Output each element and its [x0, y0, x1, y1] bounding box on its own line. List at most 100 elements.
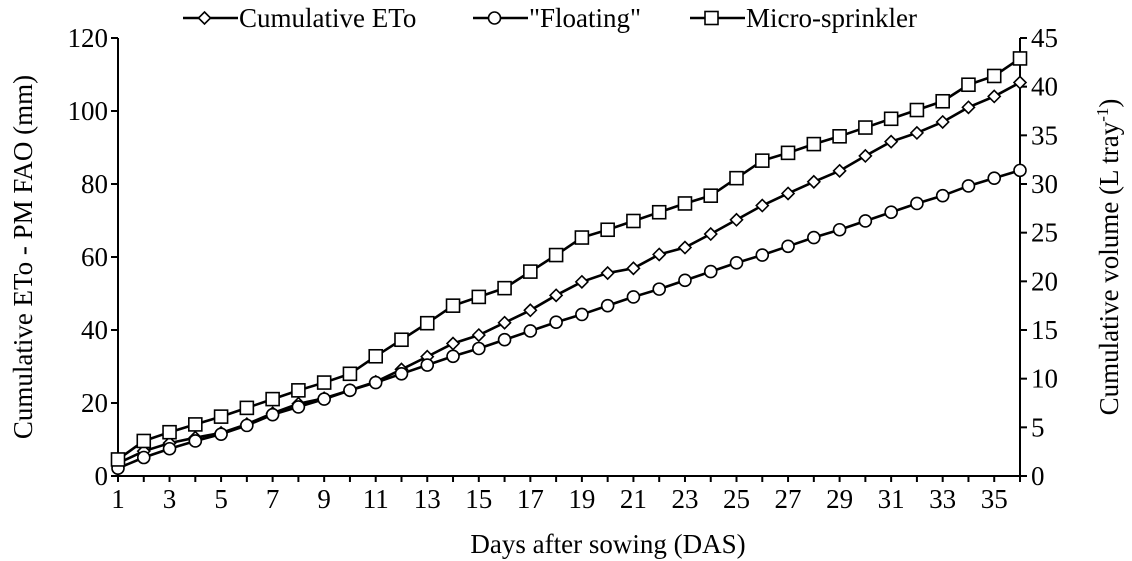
legend-label: "Floating" — [529, 3, 641, 33]
data-point-square — [445, 298, 461, 313]
x-tick-label: 35 — [981, 484, 1008, 514]
data-point-circle — [884, 205, 898, 220]
data-point-circle — [755, 248, 770, 262]
y-right-tick-label: 25 — [1031, 218, 1058, 248]
x-tick-label: 15 — [465, 484, 492, 514]
data-point-square — [316, 375, 332, 390]
x-tick-label: 11 — [363, 484, 389, 514]
data-point-circle — [188, 434, 203, 448]
y-axis-left-label: Cumulative ETo - PM FAO (mm) — [8, 75, 38, 439]
data-point-circle — [214, 427, 228, 441]
y-left-tick-label: 80 — [81, 169, 108, 199]
data-point-circle — [600, 298, 615, 313]
x-tick-label: 33 — [929, 484, 956, 514]
x-tick-label: 17 — [517, 484, 544, 514]
data-point-circle — [678, 273, 692, 288]
x-tick-label: 7 — [266, 484, 280, 514]
data-point-circle — [935, 188, 950, 203]
data-point-circle — [703, 264, 718, 279]
data-point-square — [574, 230, 590, 245]
data-point-circle — [240, 418, 254, 433]
data-point-circle — [1013, 163, 1027, 178]
data-point-diamond — [909, 125, 925, 141]
x-tick-label: 27 — [775, 484, 802, 514]
y-right-tick-label: 30 — [1031, 169, 1058, 199]
x-tick-label: 25 — [723, 484, 750, 514]
data-point-square — [419, 315, 435, 331]
x-tick-label: 13 — [414, 484, 441, 514]
data-point-square — [110, 452, 126, 467]
y-right-tick-label: 10 — [1031, 364, 1058, 394]
data-point-circle — [807, 230, 821, 245]
legend-item: Micro-sprinkler — [690, 3, 917, 33]
data-point-diamond — [600, 265, 615, 281]
series-circle — [111, 163, 1027, 476]
data-point-square — [342, 366, 358, 382]
y-right-tick-label: 5 — [1031, 412, 1045, 442]
data-point-square — [651, 204, 667, 220]
data-point-diamond — [471, 327, 486, 343]
data-point-circle — [136, 450, 151, 465]
data-point-diamond — [703, 226, 718, 242]
data-point-square — [703, 188, 719, 203]
legend-label: Micro-sprinkler — [746, 3, 917, 33]
data-point-circle — [575, 307, 589, 322]
data-point-square — [394, 332, 409, 348]
data-point-diamond — [961, 100, 976, 115]
data-point-circle — [781, 239, 795, 254]
data-point-diamond — [497, 315, 512, 330]
y-left-tick-label: 60 — [81, 242, 108, 272]
data-point-circle — [987, 171, 1002, 185]
legend-marker-diamond — [197, 10, 212, 26]
y-left-tick-label: 120 — [68, 23, 109, 53]
data-point-circle — [832, 222, 847, 237]
y-axis-right-label-close: ) — [1094, 99, 1124, 108]
data-point-diamond — [858, 148, 873, 164]
data-point-square — [806, 136, 822, 152]
data-point-circle — [291, 400, 306, 414]
y-axis-right-label-superscript: -1 — [1093, 108, 1112, 122]
data-point-diamond — [935, 114, 950, 130]
x-tick-label: 3 — [163, 484, 177, 514]
data-point-circle — [446, 349, 460, 364]
data-point-diamond — [445, 336, 461, 351]
data-point-diamond — [626, 261, 641, 276]
data-point-square — [368, 348, 384, 364]
data-point-circle — [858, 214, 873, 228]
data-point-diamond — [729, 212, 744, 227]
data-point-circle — [420, 358, 435, 372]
data-point-circle — [368, 375, 383, 390]
data-point-square — [1012, 51, 1028, 66]
data-point-circle — [652, 282, 667, 296]
data-point-diamond — [987, 89, 1002, 104]
x-tick-label: 23 — [671, 484, 698, 514]
data-point-diamond — [548, 288, 564, 303]
y-axis-right-label: Cumulative volume (L tray-1) — [1093, 99, 1124, 416]
data-point-square — [136, 433, 152, 449]
data-point-square — [162, 424, 177, 440]
x-tick-label: 9 — [317, 484, 331, 514]
data-point-circle — [394, 366, 409, 381]
y-left-tick-label: 40 — [81, 315, 108, 345]
legend-label: Cumulative ETo — [239, 3, 416, 33]
legend-marker-circle — [487, 11, 502, 25]
data-point-circle — [162, 441, 177, 456]
data-point-square — [909, 102, 925, 118]
y-right-tick-label: 20 — [1031, 266, 1058, 296]
data-point-square — [858, 120, 873, 135]
data-point-square — [548, 247, 564, 263]
data-point-diamond — [574, 274, 590, 289]
data-point-square — [986, 68, 1002, 84]
data-point-diamond — [652, 247, 667, 262]
data-point-circle — [497, 332, 512, 347]
data-point-circle — [317, 392, 331, 406]
data-point-diamond — [832, 163, 847, 178]
x-axis-label: Days after sowing (DAS) — [470, 529, 745, 559]
data-point-diamond — [523, 303, 538, 318]
legend-marker-square — [704, 10, 719, 26]
y-right-tick-label: 15 — [1031, 315, 1058, 345]
data-point-square — [265, 391, 280, 407]
data-point-diamond — [677, 240, 693, 255]
